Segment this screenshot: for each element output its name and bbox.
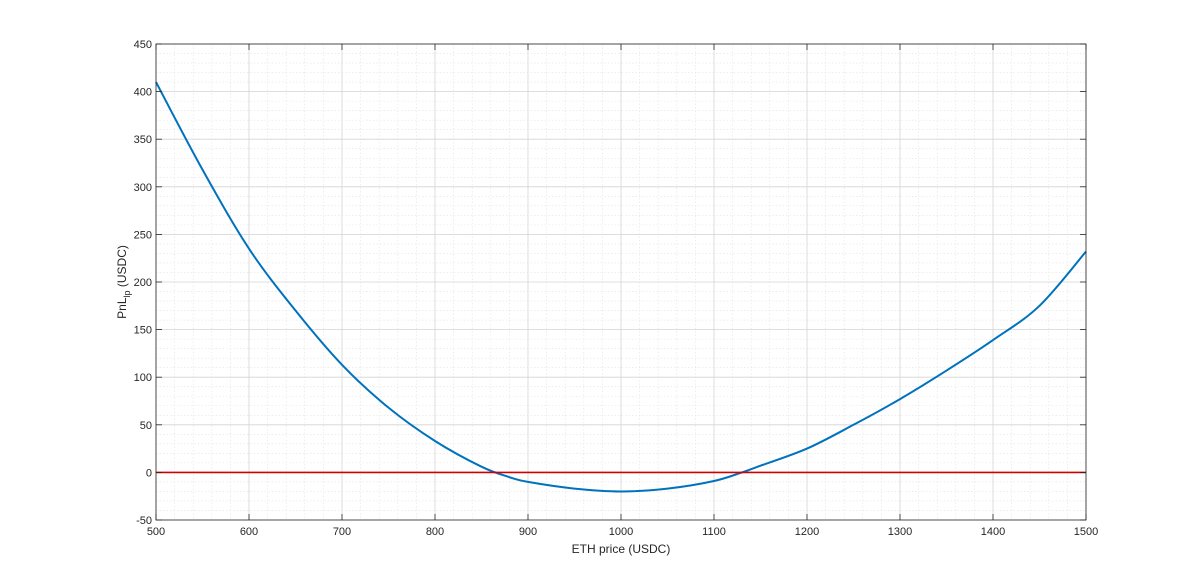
y-axis-label-suffix: (USDC)	[115, 245, 129, 290]
y-tick-label: 200	[134, 277, 152, 289]
x-tick-label: 1500	[1074, 526, 1098, 538]
x-tick-label: 1100	[702, 526, 726, 538]
y-tick-label: 0	[146, 467, 152, 479]
tick-marks	[155, 43, 1087, 521]
y-tick-label: 400	[134, 87, 152, 99]
x-tick-label: 1200	[795, 526, 819, 538]
y-tick-label: 300	[134, 182, 152, 194]
y-axis-label: PnLlp (USDC)	[115, 245, 132, 319]
x-tick-labels: 500 600 700 800 900 1000 1100 1200 1300 1400 1500	[147, 526, 1098, 538]
y-tick-labels: -50 0 50 100 150 200 250 300 350 400 450	[134, 39, 152, 527]
y-axis-label-base: PnL	[115, 297, 129, 319]
y-tick-label: 150	[134, 325, 152, 337]
x-tick-label: 1300	[888, 526, 912, 538]
y-tick-label: -50	[136, 515, 152, 527]
x-tick-label: 500	[147, 526, 165, 538]
x-tick-label: 600	[240, 526, 258, 538]
x-tick-label: 800	[426, 526, 444, 538]
x-tick-label: 1000	[609, 526, 633, 538]
x-axis-label: ETH price (USDC)	[572, 542, 671, 556]
series-line-pnl	[155, 81, 1087, 493]
x-tick-label: 900	[519, 526, 537, 538]
y-tick-label: 450	[134, 39, 152, 51]
x-tick-label: 1400	[981, 526, 1005, 538]
y-tick-label: 250	[134, 229, 152, 241]
series-layer	[155, 81, 1087, 493]
x-tick-label: 700	[333, 526, 351, 538]
y-tick-label: 100	[134, 372, 152, 384]
y-tick-label: 350	[134, 134, 152, 146]
y-axis-label-subscript: lp	[122, 290, 132, 297]
y-tick-label: 50	[140, 420, 152, 432]
